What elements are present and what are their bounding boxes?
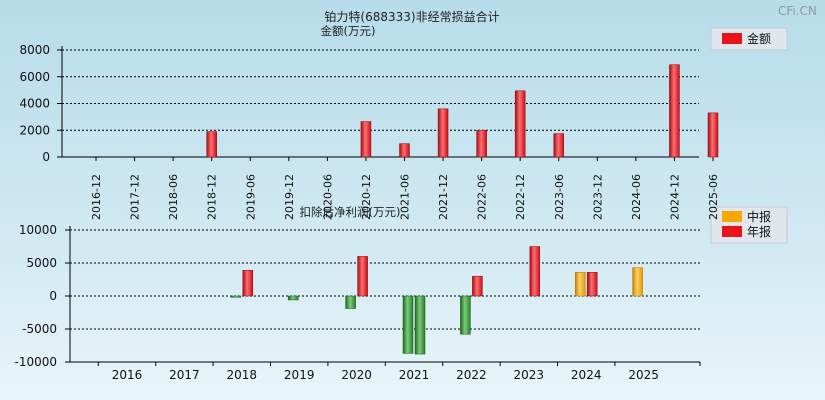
- x-tick-label: 2022: [456, 368, 487, 382]
- y-tick-label: 10000: [19, 223, 57, 237]
- x-tick-label: 2018-12: [206, 174, 219, 220]
- y-tick-label: -5000: [22, 322, 57, 336]
- chart2-ylabel: 扣除后净利润(万元): [300, 205, 401, 219]
- bar: [553, 133, 564, 158]
- bar-interim: [345, 295, 356, 309]
- x-tick-label: 2018-06: [167, 174, 180, 220]
- x-tick-label: 2024-12: [668, 174, 681, 220]
- y-tick-label: 8000: [19, 43, 50, 57]
- x-tick-label: 2020-12: [360, 174, 373, 220]
- x-tick-label: 2020: [341, 368, 372, 382]
- legend-label-amount: 金额: [747, 31, 771, 46]
- brand-watermark: CFi.CN: [778, 4, 817, 18]
- x-tick-label: 2022-06: [476, 174, 489, 220]
- bar: [707, 112, 719, 158]
- x-tick-label: 2019-12: [283, 174, 296, 220]
- y-tick-label: -10000: [14, 355, 57, 369]
- x-tick-label: 2021-12: [437, 174, 450, 220]
- x-tick-label: 2017-12: [129, 174, 142, 220]
- x-tick-label: 2024-06: [630, 174, 643, 220]
- chart1-legend: 金额: [710, 27, 788, 51]
- x-tick-label: 2021-06: [399, 174, 412, 220]
- bar: [514, 90, 526, 158]
- bar-annual: [529, 246, 541, 297]
- x-tick-label: 2016-12: [90, 174, 103, 220]
- x-tick-label: 2025: [628, 368, 659, 382]
- bar: [206, 131, 217, 158]
- chart1-plot: 0 2000 4000 6000 8000 2016-12 2017-12 2018-06 20…: [19, 43, 720, 220]
- bar: [476, 130, 487, 158]
- x-tick-label: 2025-06: [707, 174, 720, 220]
- y-tick-label: 0: [49, 289, 57, 303]
- bar-interim: [632, 267, 643, 297]
- bar-annual: [242, 270, 254, 297]
- chart2-plot: -10000 -5000 0 5000 10000 2016 2017 2018 2019 202…: [14, 223, 701, 382]
- x-tick-label: 2017: [169, 368, 200, 382]
- bar-annual: [586, 271, 598, 297]
- y-tick-label: 5000: [26, 256, 57, 270]
- bar: [669, 64, 680, 158]
- bar: [360, 121, 372, 158]
- x-tick-label: 2018: [227, 368, 258, 382]
- legend-swatch-amount: [722, 33, 742, 44]
- legend-label-annual: 年报: [747, 224, 771, 239]
- bar-annual: [357, 256, 368, 297]
- y-tick-label: 0: [42, 150, 50, 164]
- y-tick-label: 4000: [19, 97, 50, 111]
- bar-interim: [402, 295, 414, 354]
- bar-interim: [460, 295, 471, 335]
- x-tick-label: 2020-06: [321, 174, 334, 220]
- x-tick-label: 2019-06: [244, 174, 257, 220]
- bar-interim: [574, 271, 586, 297]
- bar-annual: [472, 275, 483, 297]
- legend-swatch-interim: [722, 211, 742, 222]
- bar-annual: [414, 295, 426, 355]
- bar-interim: [287, 295, 299, 301]
- x-tick-label: 2019: [284, 368, 315, 382]
- bar: [437, 108, 449, 158]
- x-tick-label: 2024: [571, 368, 602, 382]
- legend-label-interim: 中报: [747, 209, 771, 224]
- chart1-ylabel: 金额(万元): [321, 24, 376, 38]
- bar: [399, 143, 410, 158]
- y-tick-label: 6000: [19, 70, 50, 84]
- x-tick-label: 2021: [399, 368, 430, 382]
- y-tick-label: 2000: [19, 123, 50, 137]
- x-tick-label: 2016: [112, 368, 143, 382]
- x-tick-label: 2023-06: [553, 174, 566, 220]
- x-tick-label: 2023-12: [591, 174, 604, 220]
- bar-interim: [230, 295, 242, 298]
- legend-swatch-annual: [722, 226, 742, 237]
- chart1-title: 铂力特(688333)非经常损益合计: [324, 9, 499, 24]
- chart2-legend: 中报 年报: [710, 206, 788, 244]
- x-tick-label: 2022-12: [514, 174, 527, 220]
- x-tick-label: 2023: [514, 368, 545, 382]
